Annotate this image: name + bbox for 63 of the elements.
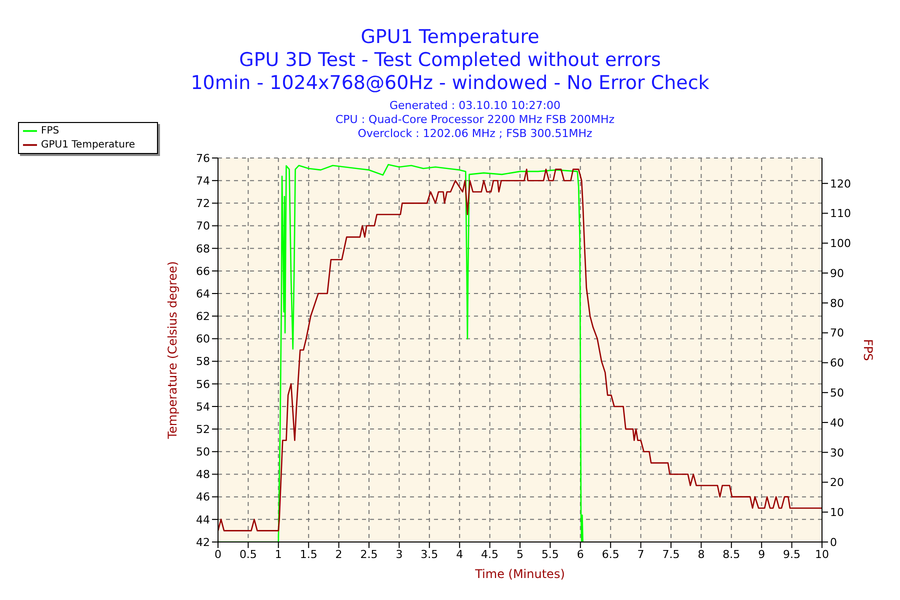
y-tick-label: 44 bbox=[196, 513, 210, 526]
y2-tick-label: 30 bbox=[830, 446, 844, 460]
y-tick-label: 50 bbox=[196, 446, 210, 459]
x-tick-label: 8 bbox=[698, 548, 705, 561]
y-tick-label: 54 bbox=[196, 400, 210, 414]
x-axis-title: Time (Minutes) bbox=[474, 567, 565, 581]
y-tick-label: 60 bbox=[196, 332, 210, 346]
y-tick-label: 64 bbox=[196, 287, 210, 300]
y2-tick-label: 10 bbox=[830, 506, 844, 520]
x-tick-label: 3.5 bbox=[420, 548, 438, 561]
x-tick-label: 7.5 bbox=[662, 548, 680, 561]
y-tick-label: 58 bbox=[196, 355, 210, 368]
line-series bbox=[218, 168, 822, 532]
text: Overclock : 1202.06 MHz ; FSB 300.51MHz bbox=[358, 127, 592, 140]
x-tick-label: 2 bbox=[335, 548, 342, 561]
y-tick-label: 72 bbox=[196, 197, 210, 210]
y2-tick-label: 110 bbox=[830, 207, 851, 220]
x-tick-label: 8.5 bbox=[722, 548, 740, 561]
y2-tick-label: 90 bbox=[830, 266, 844, 280]
y-tick-label: 56 bbox=[196, 378, 210, 391]
x-tick-label: 10 bbox=[815, 548, 829, 561]
chart-subtitle: GPU 3D Test - Test Completed without errors 10min - 1024x768@60Hz - windowed - No Error Check bbox=[190, 49, 710, 94]
y-axis-title: Temperature (Celsius degree) bbox=[165, 261, 180, 440]
y2-tick-label: 100 bbox=[830, 237, 851, 250]
x-tick-label: 1.5 bbox=[300, 548, 318, 561]
y2-tick-label: 20 bbox=[830, 476, 844, 490]
y2-tick-label: 70 bbox=[830, 326, 844, 340]
y2-tick-label: 0 bbox=[830, 536, 837, 549]
x-tick-label: 5 bbox=[516, 548, 524, 561]
text: CPU : Quad-Core Processor 2200 MHz FSB 200MHz bbox=[335, 113, 615, 126]
x-tick-label: 9.5 bbox=[783, 548, 801, 561]
x-tick-label: 0 bbox=[214, 548, 222, 561]
x-tick-label: 1 bbox=[274, 548, 282, 561]
x-tick-label: 5.5 bbox=[541, 548, 559, 561]
text: Generated : 03.10.10 10:27:00 bbox=[390, 99, 560, 112]
y-tick-label: 42 bbox=[196, 536, 210, 549]
legend-label: FPS bbox=[41, 126, 60, 137]
x-tick-label: 6 bbox=[576, 548, 584, 561]
y-tick-label: 48 bbox=[196, 468, 210, 482]
x-tick-label: 6.5 bbox=[602, 548, 620, 561]
y2-tick-label: 80 bbox=[830, 296, 844, 310]
x-tick-label: 4 bbox=[456, 548, 464, 561]
x-tick-label: 4.5 bbox=[481, 548, 499, 561]
x-tick-label: 9 bbox=[758, 548, 766, 561]
y-tick-label: 46 bbox=[196, 490, 210, 504]
y2-axis-title: FPS bbox=[860, 339, 875, 361]
y2-tick-label: 60 bbox=[830, 356, 844, 370]
x-tick-label: 0.5 bbox=[239, 548, 257, 561]
y2-tick-label: 40 bbox=[830, 416, 844, 430]
x-tick-label: 3 bbox=[396, 548, 403, 561]
y-tick-label: 52 bbox=[196, 422, 210, 436]
y2-tick-label: 120 bbox=[830, 177, 851, 190]
x-tick-label: 7 bbox=[637, 548, 644, 561]
y-tick-label: 76 bbox=[196, 152, 210, 165]
y-tick-label: 68 bbox=[196, 242, 210, 256]
y-tick-label: 74 bbox=[196, 174, 210, 188]
y-tick-label: 62 bbox=[196, 310, 210, 324]
legend-label: GPU1 Temperature bbox=[41, 140, 135, 151]
chart-title: GPU1 Temperature bbox=[360, 26, 540, 48]
y2-tick-label: 50 bbox=[830, 386, 844, 400]
y-tick-label: 66 bbox=[196, 264, 210, 278]
y-tick-label: 70 bbox=[196, 220, 210, 233]
x-tick-label: 2.5 bbox=[360, 548, 378, 561]
